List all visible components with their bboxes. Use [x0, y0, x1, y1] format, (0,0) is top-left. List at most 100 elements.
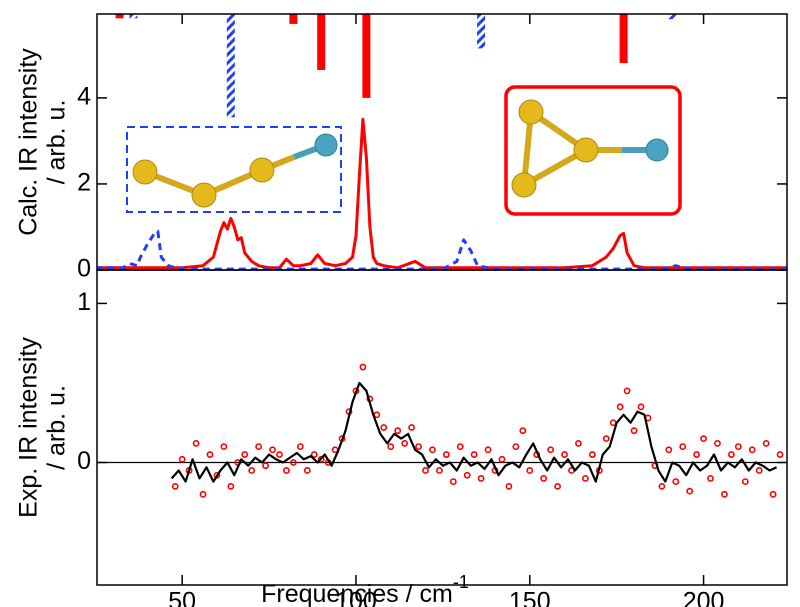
data-point: [588, 451, 596, 458]
x-axis-label: Frequencies / cm-1: [261, 572, 469, 607]
x-tick-label: 200: [683, 588, 725, 607]
spectrum-line: [170, 381, 778, 483]
y-tick-label: 4: [77, 83, 91, 111]
data-point: [755, 467, 763, 474]
data-point: [505, 482, 513, 490]
data-point: [408, 424, 415, 431]
y-tick-label: 0: [77, 255, 91, 283]
data-point: [262, 462, 269, 470]
stick: [317, 14, 326, 70]
panel-frame: [96, 269, 788, 586]
stick: [289, 14, 298, 24]
y-axis-label: / arb. u.: [43, 100, 71, 185]
data-point: [658, 482, 666, 490]
data-point: [561, 451, 568, 458]
data-point: [547, 446, 555, 454]
stick: [477, 14, 486, 49]
data-point: [289, 459, 297, 466]
data-point: [519, 427, 527, 435]
data-point: [171, 482, 179, 490]
y-axis-label: Calc. IR intensity: [15, 48, 43, 236]
data-point: [477, 475, 485, 482]
y-tick-label: 0: [77, 447, 91, 475]
data-point: [623, 387, 631, 395]
stick: [619, 14, 628, 64]
data-point: [470, 451, 478, 458]
data-point: [192, 440, 200, 447]
data-point: [540, 475, 548, 482]
data-point: [672, 478, 680, 485]
spectrum-line: [97, 117, 787, 270]
data-point: [296, 443, 304, 450]
x-axis-label-text: Frequencies / cm: [261, 580, 453, 607]
data-point: [686, 487, 694, 495]
x-tick-label: 50: [168, 588, 196, 607]
data-point: [463, 471, 471, 479]
data-point: [769, 490, 777, 498]
x-tick-label: 100: [335, 588, 377, 607]
data-point: [748, 446, 756, 454]
stick: [129, 14, 138, 19]
stick: [362, 14, 371, 98]
data-point: [776, 451, 784, 458]
y-tick-label: 1: [77, 288, 91, 316]
data-point: [422, 467, 429, 474]
data-point: [498, 455, 506, 463]
data-point: [714, 440, 721, 447]
data-point: [700, 435, 707, 443]
data-point: [248, 467, 256, 474]
data-point: [602, 435, 610, 443]
data-point: [449, 478, 457, 485]
plot-area: [97, 363, 787, 498]
data-point: [199, 490, 207, 498]
data-point: [630, 427, 638, 435]
data-point: [721, 490, 728, 498]
x-axis-label-sup: -1: [453, 572, 469, 592]
data-point: [665, 446, 673, 454]
spectrum-line: [97, 229, 787, 270]
data-point: [241, 451, 249, 458]
data-point: [727, 451, 735, 458]
data-point: [401, 440, 409, 447]
data-point: [303, 467, 311, 474]
y-tick-label: 2: [77, 169, 91, 197]
data-point: [206, 451, 214, 458]
data-point: [741, 478, 749, 485]
y-axis-label: / arb. u.: [43, 385, 71, 470]
data-point: [255, 443, 263, 450]
stick: [226, 14, 235, 118]
data-point: [269, 446, 276, 454]
data-point: [442, 451, 450, 458]
data-point: [220, 443, 228, 450]
data-point: [317, 455, 325, 463]
x-tick-label: 150: [509, 588, 551, 607]
plot-area: [97, 14, 787, 270]
linear-isomer-inset: [126, 126, 342, 213]
data-point: [394, 427, 402, 435]
data-point: [575, 440, 582, 447]
data-point: [512, 443, 520, 450]
data-point: [227, 482, 235, 490]
data-point: [359, 363, 367, 371]
stick: [668, 14, 677, 20]
data-point: [734, 443, 742, 450]
data-point: [435, 467, 443, 474]
data-point: [484, 446, 492, 454]
data-point: [693, 451, 701, 458]
data-point: [178, 455, 186, 463]
stick: [115, 14, 124, 19]
data-point: [707, 475, 714, 482]
data-point: [276, 451, 283, 458]
data-point: [762, 440, 770, 447]
data-point: [283, 467, 290, 474]
data-point: [415, 443, 422, 450]
data-point: [429, 446, 436, 454]
data-point: [380, 424, 388, 431]
data-point: [526, 467, 534, 474]
cyclic-isomer-inset: [504, 85, 682, 216]
data-point: [554, 482, 561, 490]
y-axis-label: Exp. IR intensity: [15, 337, 43, 518]
data-point: [387, 443, 395, 450]
